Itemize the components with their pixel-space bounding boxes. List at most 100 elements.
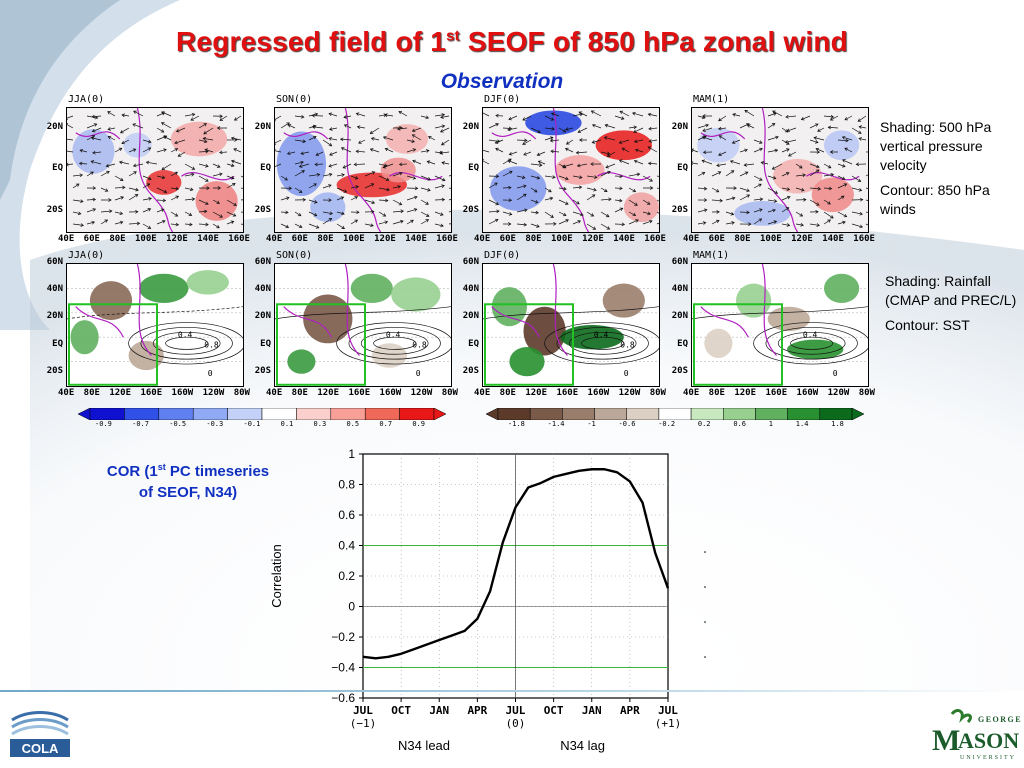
rain-colorbar-swatch [626,408,660,420]
x-tick-label: 80E [83,388,100,398]
contour-label: 0 [624,369,629,378]
y-tick-label: 60N [462,257,479,267]
colorbar-tick: -0.9 [95,420,112,428]
rain-colorbar-swatch [819,408,853,420]
y-tick-label: 20S [46,205,63,216]
rain-colorbar [486,408,864,420]
omega-colorbar-swatch [124,408,160,420]
svg-text:UNIVERSITY: UNIVERSITY [960,755,1016,761]
bottom-row-note: Shading: Rainfall (CMAP and PREC/L) Cont… [885,272,1021,335]
x-region-label: N34 lead [398,738,450,753]
y-tick-label: 60N [254,257,271,267]
stray-dot [704,551,706,553]
y-tick-label: 20N [46,310,63,321]
y-tick-label: 0.8 [338,478,355,492]
colorbar-tick: 1 [768,420,773,428]
x-tick-label: 80E [317,234,334,244]
y-tick-label: 20N [671,310,688,321]
x-tick-labels: 40E 80E 120E 160E 160W 120W 80W [266,388,458,398]
colorbar-tick: -0.3 [206,420,224,428]
map-field [483,108,659,232]
x-tick-label: 80W [858,388,875,398]
y-tick-label: 20S [254,205,271,216]
rain-colorbar-swatch [787,408,821,420]
colorbar-tick: -0.7 [132,420,149,428]
x-tick-labels: 40E 60E 80E 100E 120E 140E 160E [683,234,875,244]
x-tick-label: 60E [83,234,100,244]
colorbar-tick: 0.7 [379,420,393,428]
x-tick-label: 120E [317,388,340,398]
map-field [275,108,451,232]
colorbar-tick: -0.5 [169,420,187,428]
omega-colorbar-swatch [89,408,125,420]
rain-sst-map-djf0: 0.4 0.8 0 [482,263,660,387]
y-tick-label: EQ [468,163,479,173]
omega-wind-map-djf0 [482,107,660,233]
rain-colorbar-left-arrow [486,408,499,420]
rain-colorbar-swatch [723,408,756,420]
map-field: 0.4 0.8 0 [275,264,451,386]
panel-label: DJF(0) [484,250,521,261]
rain-colorbar-swatch [497,408,531,420]
top-note-contour: Contour: 850 hPa winds [880,182,990,217]
x-tick-label: 120E [109,388,132,398]
y-tick-label: 20N [462,122,479,133]
y-tick-label: 1 [348,447,355,461]
x-tick-label: 60E [499,234,516,244]
y-tick-label: EQ [260,338,271,349]
x-tick-label: 80W [233,388,250,398]
colorbar-tick: 0.9 [412,420,425,428]
x-tick-label: 140E [405,234,427,244]
colorbar-tick: 0.2 [697,420,711,428]
panel-label: MAM(1) [693,94,730,105]
y-axis-label: Correlation [269,544,284,608]
x-tick-label: 120E [582,234,604,244]
x-tick-label: JAN [429,704,449,717]
colorbar-tick: 0.5 [346,420,360,428]
colorbar-tick: -1.8 [508,420,525,428]
x-tick-label: 80E [291,388,308,398]
y-tick-label: 60N [46,257,63,267]
x-tick-label: 80E [499,388,516,398]
y-tick-label: 20S [462,205,479,216]
colorbar-tick: 1.8 [831,420,844,428]
x-tick-label: 80E [734,234,751,244]
panel-label: SON(0) [276,94,313,105]
stray-dot [704,656,706,658]
x-tick-label: 140E [197,234,219,244]
colorbar-tick: -0.1 [243,420,261,428]
omega-colorbar-swatch [227,408,263,420]
x-tick-label: 80W [441,388,458,398]
y-tick-label: 40N [671,283,688,294]
y-tick-label: 20S [671,365,688,376]
contour-label: 0 [416,369,421,378]
x-tick-label: 120E [791,234,813,244]
bottom-note-contour: Contour: SST [885,317,970,333]
x-tick-label: 100E [343,234,365,244]
contour-label: 0.4 [386,330,401,339]
correlation-series-line [362,468,670,660]
stray-dot [704,586,706,588]
x-tick-label: 120E [374,234,396,244]
y-tick-label: −0.4 [331,661,355,675]
contour-label: 0.4 [594,330,609,339]
x-tick-label: 60E [291,234,308,244]
x-tick-labels: 40E 60E 80E 100E 120E 140E 160E [474,234,666,244]
map-field: 0.4 0.8 0 [483,264,659,386]
x-tick-label: APR [467,704,487,717]
x-tick-label: 160W [796,388,819,398]
panel-label: SON(0) [276,250,313,261]
x-region-label: N34 lag [560,738,605,753]
x-tick-label: 160W [379,388,402,398]
x-tick-label: 100E [135,234,157,244]
y-tick-label: 20S [254,365,271,376]
contour-label: 0 [208,369,213,378]
rain-colorbar-right-arrow [851,408,864,420]
omega-colorbar-right-arrow [433,408,446,420]
rain-sst-map-son0: 0.4 0.8 0 [274,263,452,387]
top-note-shading: Shading: 500 hPa vertical pressure veloc… [880,119,992,173]
map-field: 0.40 [692,264,868,386]
y-tick-label: −0.6 [331,691,355,705]
x-tick-label: 120E [734,388,757,398]
